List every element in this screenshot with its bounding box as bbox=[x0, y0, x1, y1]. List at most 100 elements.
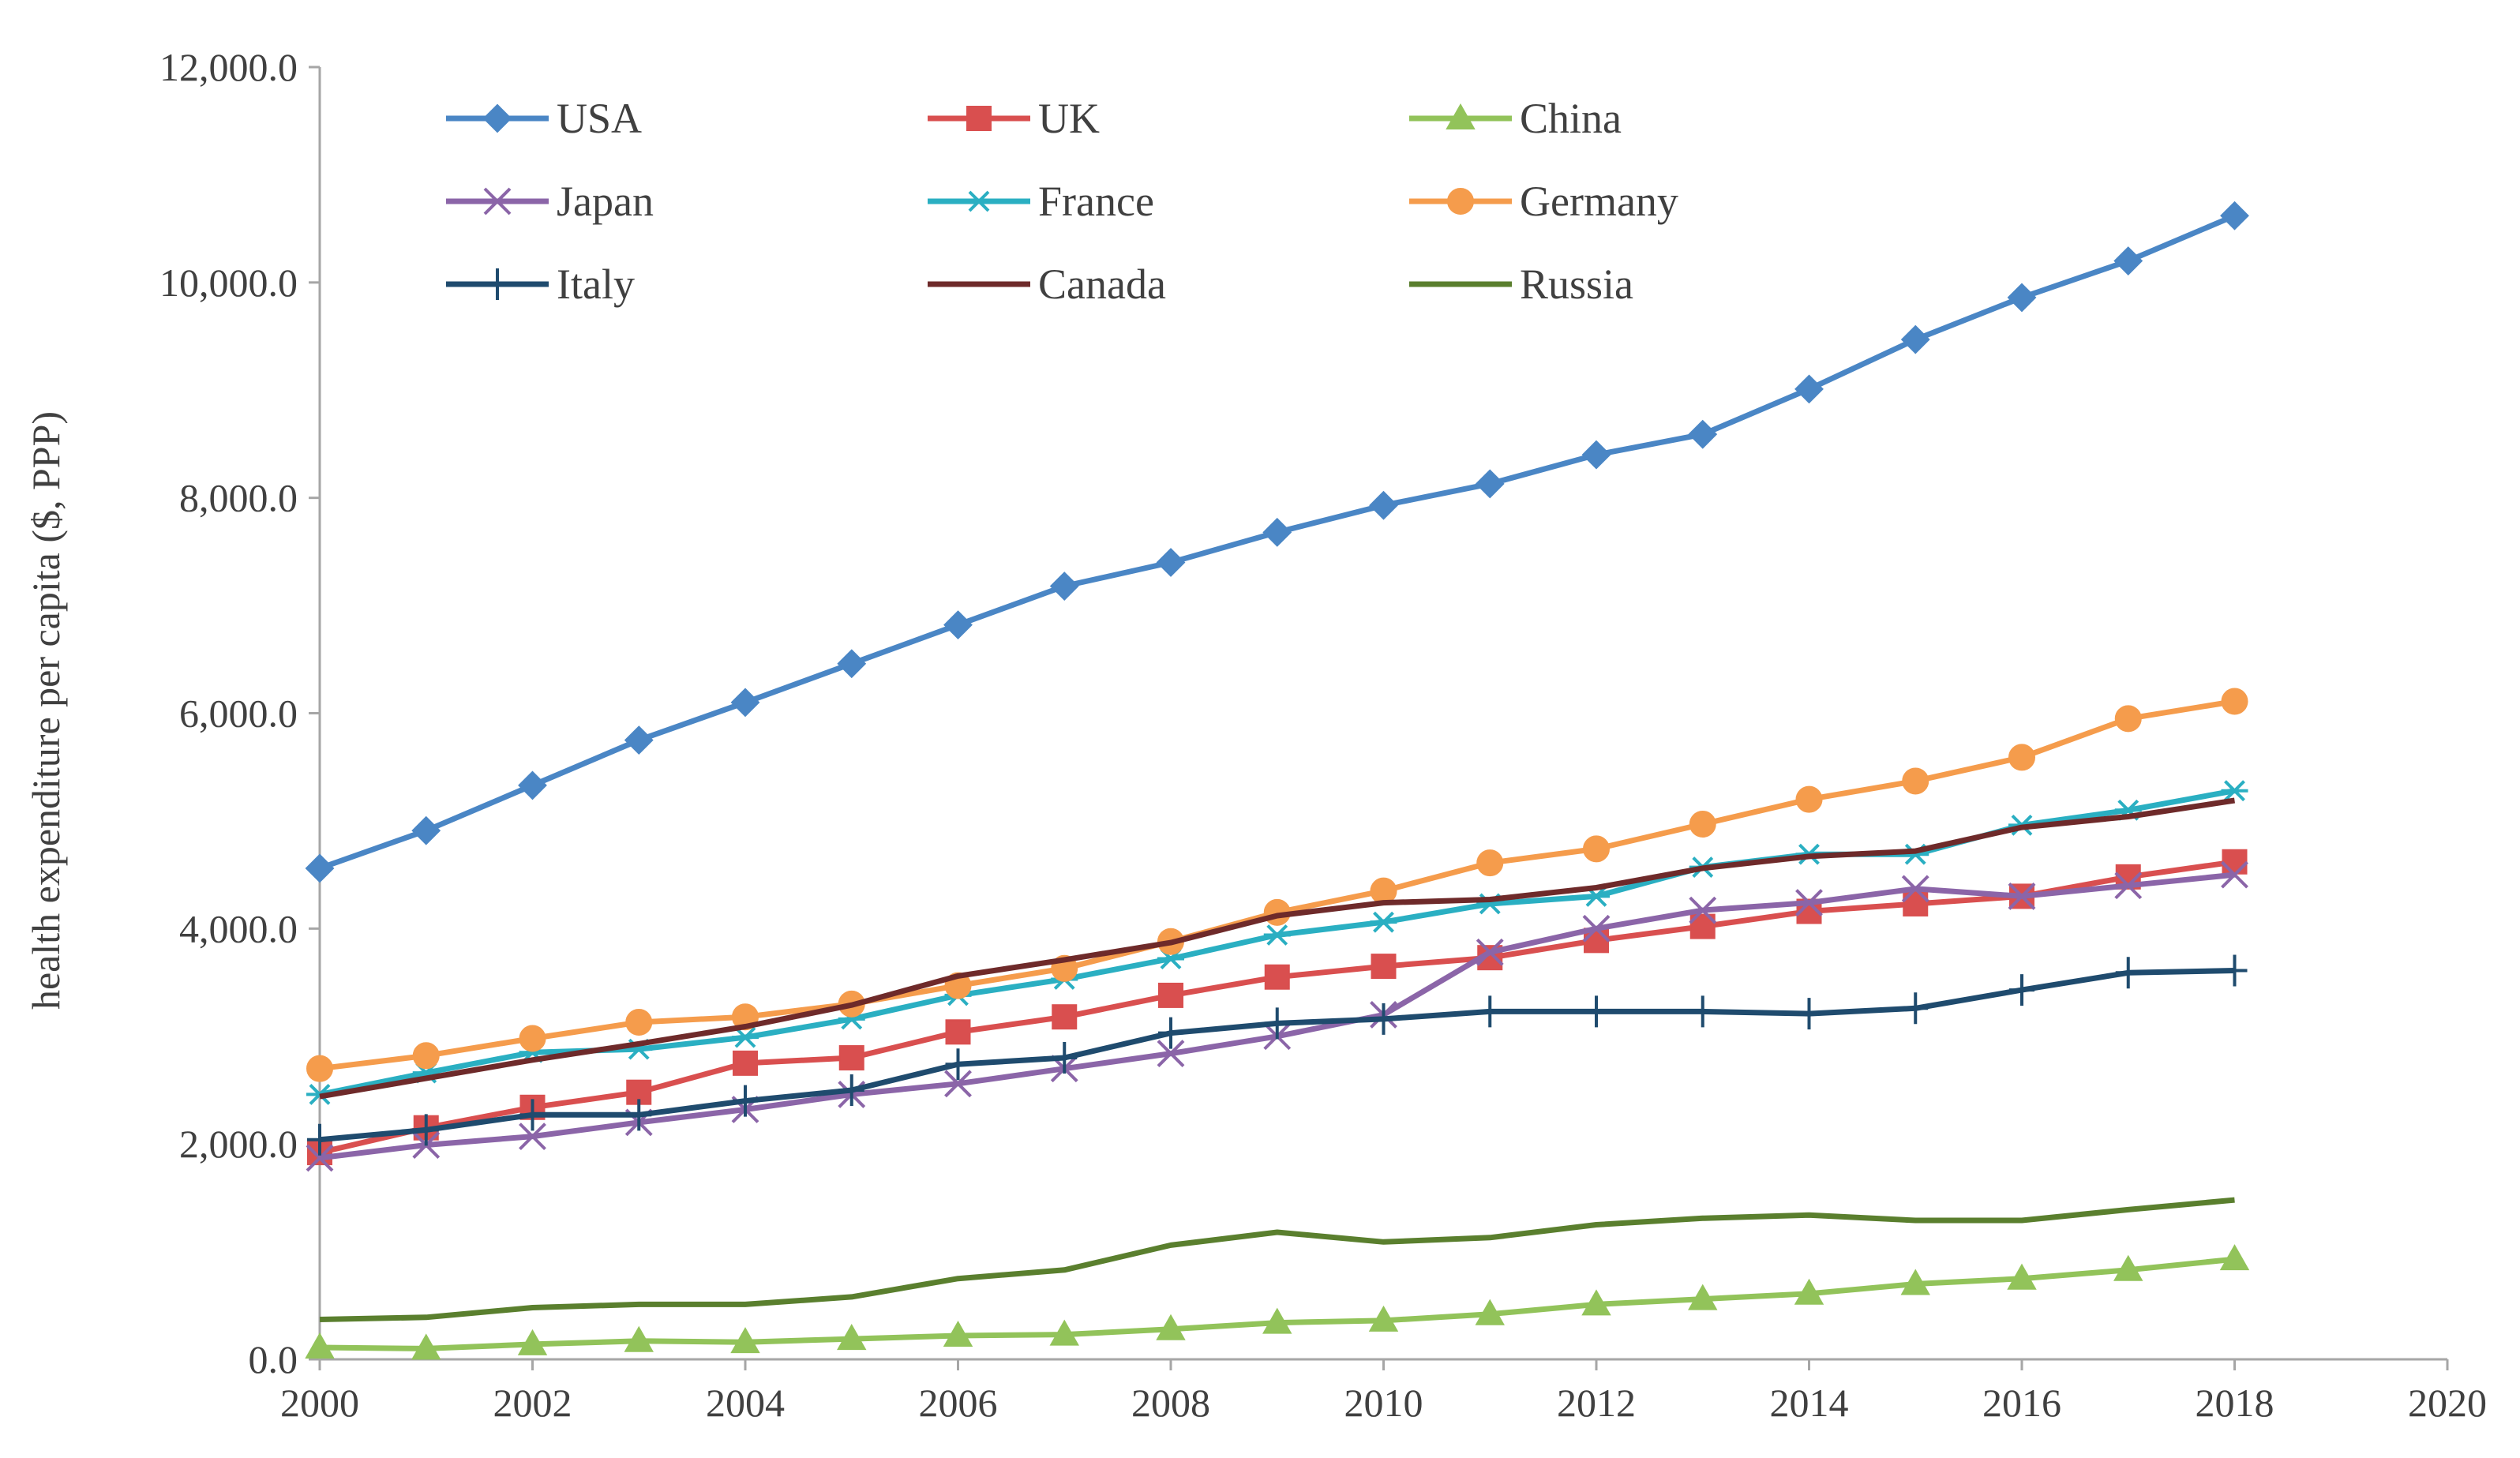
data-point-usa bbox=[2113, 246, 2143, 275]
legend-marker-france bbox=[966, 190, 992, 212]
data-point-italy bbox=[2115, 957, 2141, 989]
data-point-usa bbox=[1369, 490, 1398, 520]
data-point-japan bbox=[1582, 914, 1611, 943]
data-point-germany bbox=[2114, 705, 2142, 733]
data-point-usa bbox=[1262, 517, 1292, 547]
data-point-italy bbox=[1264, 1007, 1290, 1040]
legend-item-canada: Canada bbox=[928, 260, 1166, 308]
data-point-usa bbox=[1581, 440, 1611, 470]
legend-label-japan: Japan bbox=[557, 178, 654, 225]
data-point-france bbox=[2221, 780, 2248, 802]
x-tick-label: 2012 bbox=[1557, 1381, 1636, 1425]
data-point-germany bbox=[2221, 688, 2248, 715]
data-point-germany bbox=[1476, 849, 1504, 877]
x-axis-ticks: 2000 2002 2004 2006 2008 2010 2012 2014 2016 2018… bbox=[280, 1359, 2487, 1425]
data-point-italy bbox=[1903, 992, 1929, 1025]
legend-item-italy: Italy bbox=[446, 260, 635, 308]
data-point-china bbox=[837, 1324, 867, 1351]
data-point-usa bbox=[1475, 469, 1505, 499]
data-point-japan bbox=[306, 1144, 334, 1172]
series-usa bbox=[305, 201, 2249, 883]
x-tick-label: 2014 bbox=[1770, 1381, 1849, 1425]
data-point-france bbox=[1263, 924, 1291, 946]
data-point-italy bbox=[1584, 995, 1609, 1028]
data-point-china bbox=[2113, 1254, 2143, 1281]
legend-label-uk: UK bbox=[1038, 95, 1100, 142]
legend-item-japan: Japan bbox=[446, 178, 654, 225]
series-china bbox=[305, 1244, 2250, 1360]
data-point-usa bbox=[2007, 283, 2037, 313]
series-canada bbox=[319, 797, 2236, 1100]
data-point-japan bbox=[2221, 860, 2248, 889]
data-point-uk bbox=[1158, 982, 1183, 1008]
data-point-japan bbox=[1901, 875, 1929, 903]
series-layer bbox=[305, 201, 2250, 1360]
legend-item-russia: Russia bbox=[1409, 260, 1633, 308]
data-point-usa bbox=[1049, 572, 1079, 601]
legend-label-italy: Italy bbox=[557, 260, 635, 308]
legend-label-china: China bbox=[1520, 95, 1622, 142]
x-tick-label: 2006 bbox=[919, 1381, 998, 1425]
data-point-japan bbox=[944, 1070, 972, 1098]
series-line-canada bbox=[319, 797, 2236, 1100]
data-point-uk bbox=[945, 1019, 971, 1045]
data-point-japan bbox=[2008, 882, 2036, 910]
data-point-china bbox=[1475, 1299, 1505, 1325]
data-point-usa bbox=[2220, 201, 2249, 231]
data-point-italy bbox=[945, 1048, 971, 1081]
data-point-germany bbox=[2008, 744, 2035, 771]
data-point-france bbox=[732, 1026, 759, 1048]
data-point-china bbox=[2219, 1244, 2250, 1271]
data-point-italy bbox=[1371, 1003, 1397, 1035]
data-point-italy bbox=[1796, 998, 1822, 1030]
data-point-usa bbox=[730, 688, 760, 718]
data-point-italy bbox=[1052, 1042, 1078, 1074]
legend-label-russia: Russia bbox=[1520, 260, 1633, 308]
series-line-italy bbox=[319, 968, 2235, 1143]
data-point-usa bbox=[837, 649, 867, 679]
data-point-japan bbox=[1157, 1040, 1185, 1067]
data-point-italy bbox=[1158, 1017, 1183, 1049]
data-point-uk bbox=[838, 1045, 864, 1071]
data-point-usa bbox=[518, 770, 547, 800]
data-point-usa bbox=[1688, 419, 1718, 449]
y-tick-label: 8,000.0 bbox=[179, 476, 298, 520]
data-point-germany bbox=[1689, 811, 1716, 838]
legend-item-uk: UK bbox=[928, 95, 1100, 142]
legend-label-germany: Germany bbox=[1520, 178, 1678, 225]
legend-marker-china bbox=[1446, 103, 1476, 129]
data-point-china bbox=[2007, 1263, 2037, 1290]
data-point-germany bbox=[1795, 785, 1823, 813]
data-point-usa bbox=[1794, 374, 1824, 404]
y-axis-title: health expenditure per capita ($, PPP) bbox=[24, 411, 68, 1010]
data-point-italy bbox=[413, 1114, 439, 1146]
data-point-germany bbox=[1583, 835, 1610, 863]
data-point-china bbox=[1688, 1284, 1718, 1310]
legend-marker-usa bbox=[482, 103, 512, 133]
data-point-china bbox=[517, 1329, 548, 1355]
legend-item-china: China bbox=[1409, 95, 1622, 142]
data-point-china bbox=[1049, 1319, 1079, 1346]
data-point-italy bbox=[1689, 995, 1716, 1028]
series-line-russia bbox=[319, 1197, 2235, 1322]
y-tick-label: 2,000.0 bbox=[179, 1122, 298, 1166]
x-tick-label: 2000 bbox=[280, 1381, 359, 1425]
data-point-italy bbox=[307, 1123, 332, 1156]
data-point-china bbox=[1262, 1307, 1292, 1334]
data-point-usa bbox=[305, 853, 335, 883]
x-tick-label: 2008 bbox=[1131, 1381, 1210, 1425]
data-point-germany bbox=[519, 1025, 546, 1052]
data-point-italy bbox=[733, 1085, 758, 1117]
y-tick-label: 4,000.0 bbox=[179, 906, 298, 950]
legend-label-usa: USA bbox=[557, 95, 642, 142]
data-point-france bbox=[1370, 911, 1397, 933]
data-point-china bbox=[1794, 1278, 1824, 1305]
data-point-germany bbox=[306, 1055, 333, 1082]
y-axis-ticks: 0.0 2,000.0 4,000.0 6,000.0 8,000.0 10,000.0 1… bbox=[159, 45, 320, 1381]
x-tick-label: 2010 bbox=[1344, 1381, 1423, 1425]
data-point-germany bbox=[625, 1009, 653, 1036]
series-france bbox=[306, 780, 2248, 1105]
x-tick-label: 2018 bbox=[2196, 1381, 2274, 1425]
data-point-china bbox=[730, 1327, 760, 1354]
